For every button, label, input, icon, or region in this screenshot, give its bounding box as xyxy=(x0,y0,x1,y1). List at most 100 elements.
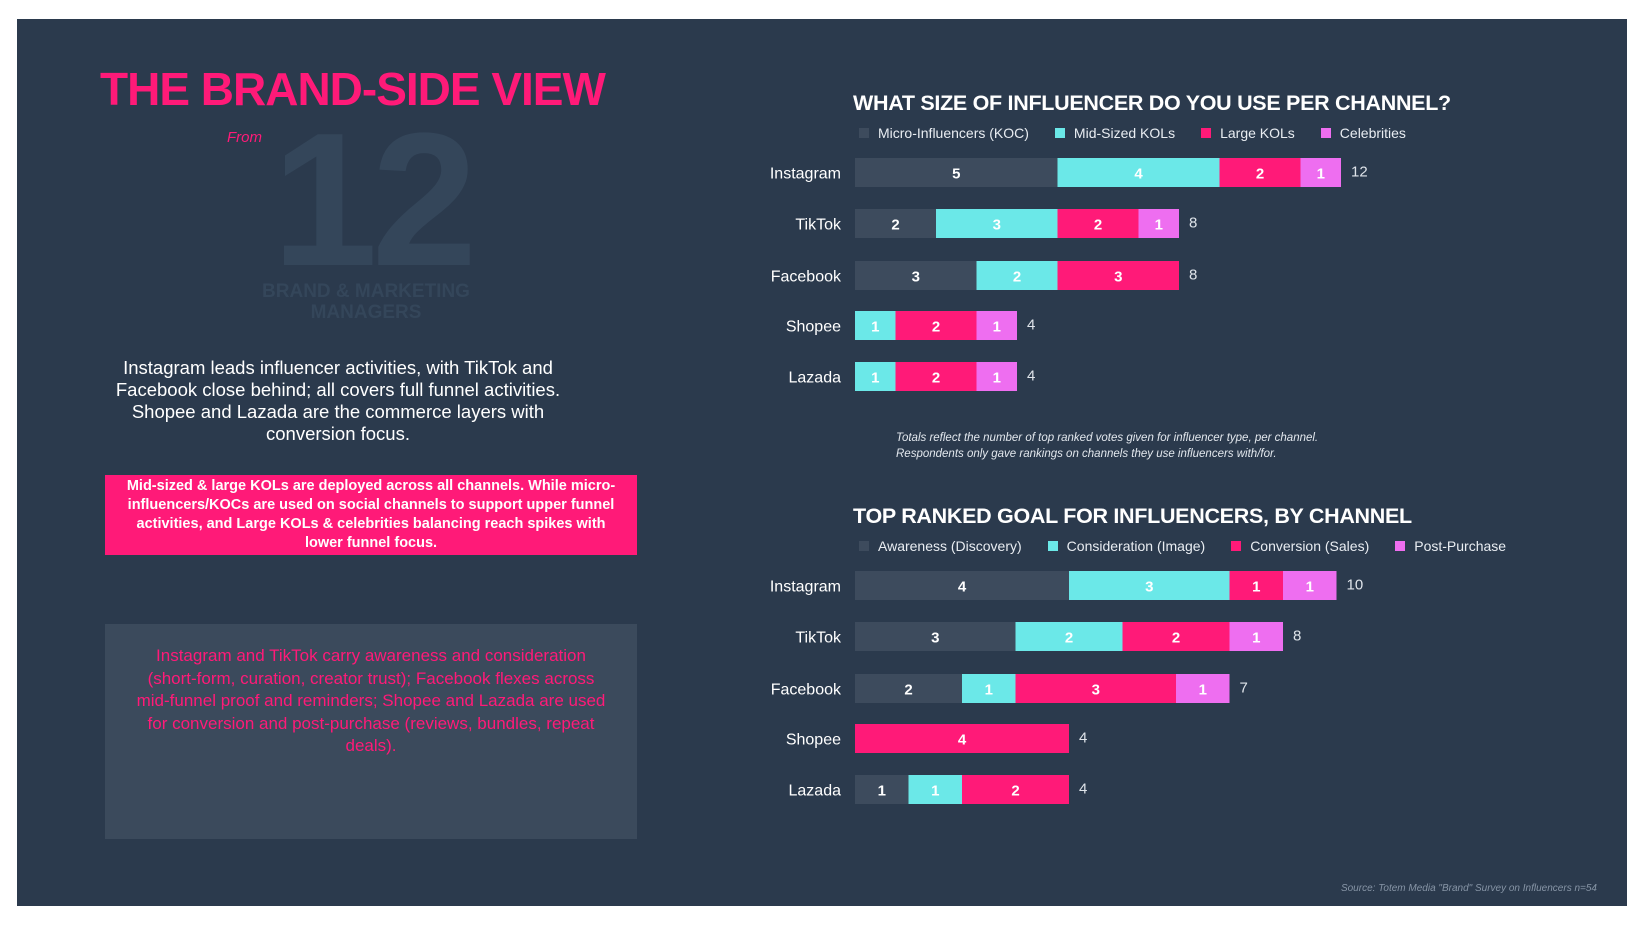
bar-segment xyxy=(936,209,1058,238)
data-label: 4 xyxy=(958,732,967,749)
data-label: 1 xyxy=(871,370,879,387)
bar-segment xyxy=(855,674,962,703)
bar-segment xyxy=(1219,158,1301,187)
respondent-caption-line1: BRAND & MARKETING xyxy=(262,281,470,302)
legend-item: Mid-Sized KOLs xyxy=(1054,125,1175,141)
chart1-note: Totals reflect the number of top ranked … xyxy=(896,430,1496,462)
legend-swatch xyxy=(1054,128,1065,138)
slide: THE BRAND-SIDE VIEW From 12 BRAND & MARK… xyxy=(17,19,1627,906)
legend-swatch xyxy=(1320,128,1331,138)
category-label: Shopee xyxy=(786,732,841,749)
respondent-caption-line2: MANAGERS xyxy=(310,302,422,323)
data-label: 4 xyxy=(1134,166,1143,183)
bar-segment xyxy=(1176,674,1230,703)
channel-summary-text: Instagram and TikTok carry awareness and… xyxy=(136,646,606,755)
bar-segment xyxy=(855,261,977,290)
data-label: 2 xyxy=(932,370,940,387)
respondent-caption: BRAND & MARKETING MANAGERS xyxy=(245,281,487,323)
data-label: 3 xyxy=(1114,269,1122,286)
chart2-legend: Awareness (Discovery) Consideration (Imag… xyxy=(859,538,1506,554)
bar-segment xyxy=(855,571,1069,600)
data-label: 2 xyxy=(1172,630,1180,647)
bar-segment xyxy=(1229,622,1283,651)
intro-text: Instagram leads influencer activities, w… xyxy=(115,357,561,444)
total-label: 10 xyxy=(1347,577,1364,594)
category-label: Lazada xyxy=(789,783,842,800)
legend-item: Conversion (Sales) xyxy=(1231,538,1369,554)
data-label: 2 xyxy=(1256,166,1264,183)
from-label: From xyxy=(227,129,262,146)
category-label: Facebook xyxy=(771,682,842,699)
data-label: 4 xyxy=(958,579,967,596)
total-label: 4 xyxy=(1027,368,1035,385)
data-label: 1 xyxy=(1317,166,1325,183)
respondent-count: 12 xyxy=(272,94,477,306)
data-label: 1 xyxy=(931,783,939,800)
legend-swatch xyxy=(1231,541,1242,551)
category-label: TikTok xyxy=(795,630,842,647)
kol-callout-box: Mid-sized & large KOLs are deployed acro… xyxy=(105,475,637,555)
category-label: Instagram xyxy=(770,579,841,596)
legend-item: Celebrities xyxy=(1320,125,1406,141)
total-label: 8 xyxy=(1293,628,1301,645)
total-label: 12 xyxy=(1351,164,1368,181)
category-label: Facebook xyxy=(771,269,842,286)
data-label: 3 xyxy=(993,217,1001,234)
data-label: 1 xyxy=(993,370,1001,387)
bar-segment xyxy=(976,311,1017,340)
data-label: 5 xyxy=(952,166,960,183)
data-label: 1 xyxy=(1199,682,1207,699)
category-label: Lazada xyxy=(789,370,842,387)
legend-item: Awareness (Discovery) xyxy=(859,538,1022,554)
data-label: 2 xyxy=(1011,783,1019,800)
total-label: 4 xyxy=(1079,781,1087,798)
data-label: 2 xyxy=(1013,269,1021,286)
bar-segment xyxy=(855,311,896,340)
data-label: 3 xyxy=(1145,579,1153,596)
total-label: 7 xyxy=(1240,680,1248,697)
legend-label: Micro-Influencers (KOC) xyxy=(878,125,1029,141)
bar-segment xyxy=(962,775,1069,804)
bar-segment xyxy=(1122,622,1230,651)
bar-segment xyxy=(855,775,909,804)
legend-swatch xyxy=(1201,128,1212,138)
total-label: 4 xyxy=(1027,317,1035,334)
data-label: 3 xyxy=(912,269,920,286)
data-label: 2 xyxy=(891,217,899,234)
bar-segment xyxy=(908,775,962,804)
chart2-title: TOP RANKED GOAL FOR INFLUENCERS, BY CHAN… xyxy=(853,504,1412,528)
bar-segment xyxy=(895,362,977,391)
legend-swatch xyxy=(859,128,869,138)
data-label: 1 xyxy=(1155,217,1163,234)
data-label: 1 xyxy=(1306,579,1314,596)
data-label: 1 xyxy=(878,783,886,800)
data-label: 1 xyxy=(993,319,1001,336)
legend-label: Celebrities xyxy=(1339,125,1406,141)
data-label: 2 xyxy=(904,682,912,699)
bar-segment xyxy=(976,261,1058,290)
legend-item: Large KOLs xyxy=(1201,125,1295,141)
category-label: Instagram xyxy=(770,166,841,183)
bar-segment xyxy=(1283,571,1337,600)
page-title: THE BRAND-SIDE VIEW xyxy=(100,63,606,115)
bar-segment xyxy=(1057,209,1139,238)
bar-segment xyxy=(1015,622,1123,651)
bar-segment xyxy=(1229,571,1283,600)
chart1-title: WHAT SIZE OF INFLUENCER DO YOU USE PER C… xyxy=(853,91,1451,115)
total-label: 8 xyxy=(1189,267,1197,284)
bar-segment xyxy=(855,362,896,391)
legend-swatch xyxy=(1047,541,1058,551)
data-label: 1 xyxy=(871,319,879,336)
data-label: 2 xyxy=(1065,630,1073,647)
kol-callout-text: Mid-sized & large KOLs are deployed acro… xyxy=(126,478,616,551)
legend-label: Consideration (Image) xyxy=(1066,538,1206,554)
chart1-note-line2: Respondents only gave rankings on channe… xyxy=(896,448,1277,460)
legend-label: Awareness (Discovery) xyxy=(878,538,1022,554)
bar-segment xyxy=(1138,209,1179,238)
total-label: 8 xyxy=(1189,215,1197,232)
data-label: 2 xyxy=(932,319,940,336)
bar-segment xyxy=(1057,261,1179,290)
chart1-note-line1: Totals reflect the number of top ranked … xyxy=(896,432,1319,444)
bar-segment xyxy=(976,362,1017,391)
